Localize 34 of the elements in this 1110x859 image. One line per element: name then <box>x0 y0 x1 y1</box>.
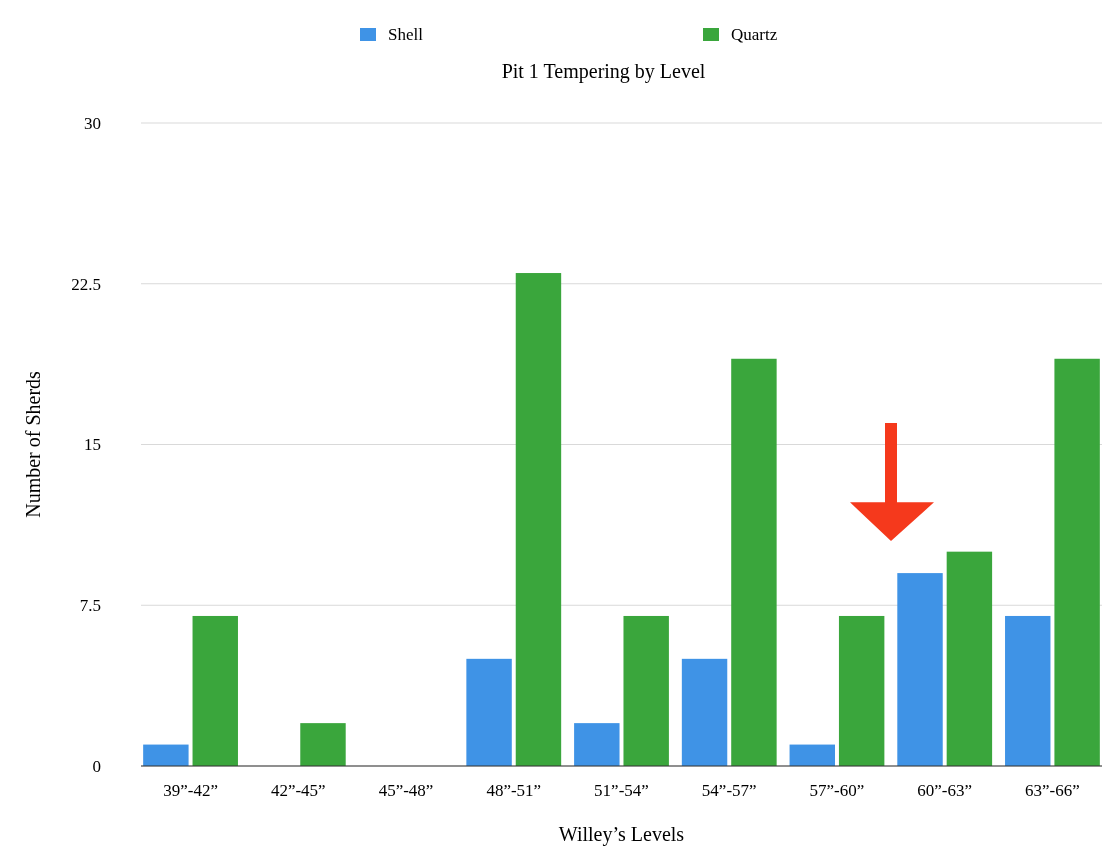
x-tick-label: 63”-66” <box>1025 781 1080 800</box>
bar <box>897 573 943 766</box>
y-tick-label: 0 <box>92 756 101 776</box>
legend-label: Quartz <box>731 25 778 44</box>
bar <box>789 744 835 766</box>
bar <box>946 551 993 766</box>
y-tick-label: 22.5 <box>71 274 101 294</box>
bar <box>574 723 620 766</box>
x-tick-label: 57”-60” <box>809 781 865 800</box>
x-tick-label: 48”-51” <box>486 781 542 800</box>
x-tick-label: 54”-57” <box>701 781 757 800</box>
bar <box>192 615 238 766</box>
bar <box>300 723 346 766</box>
bar <box>1005 615 1051 766</box>
bar <box>731 358 777 766</box>
bar <box>515 273 562 766</box>
x-tick-label: 60”-63” <box>917 781 973 800</box>
bar <box>143 744 189 766</box>
bar <box>1054 358 1100 766</box>
bar <box>466 658 512 766</box>
x-tick-label: 51”-54” <box>594 781 649 800</box>
bar <box>681 658 728 766</box>
y-tick-label: 7.5 <box>79 596 101 616</box>
x-tick-label: 39”-42” <box>163 781 218 800</box>
x-tick-label: 42”-45” <box>270 781 326 800</box>
chart-title: Pit 1 Tempering by Level <box>501 60 706 83</box>
bar <box>838 615 885 766</box>
legend-label: Shell <box>388 25 424 44</box>
y-tick-label: 15 <box>84 435 101 455</box>
y-axis-title: Number of Sherds <box>22 370 44 518</box>
y-tick-label: 30 <box>84 113 101 133</box>
x-axis-title: Willey’s Levels <box>558 823 685 846</box>
bar <box>623 615 669 766</box>
x-tick-label: 45”-48” <box>378 781 434 800</box>
